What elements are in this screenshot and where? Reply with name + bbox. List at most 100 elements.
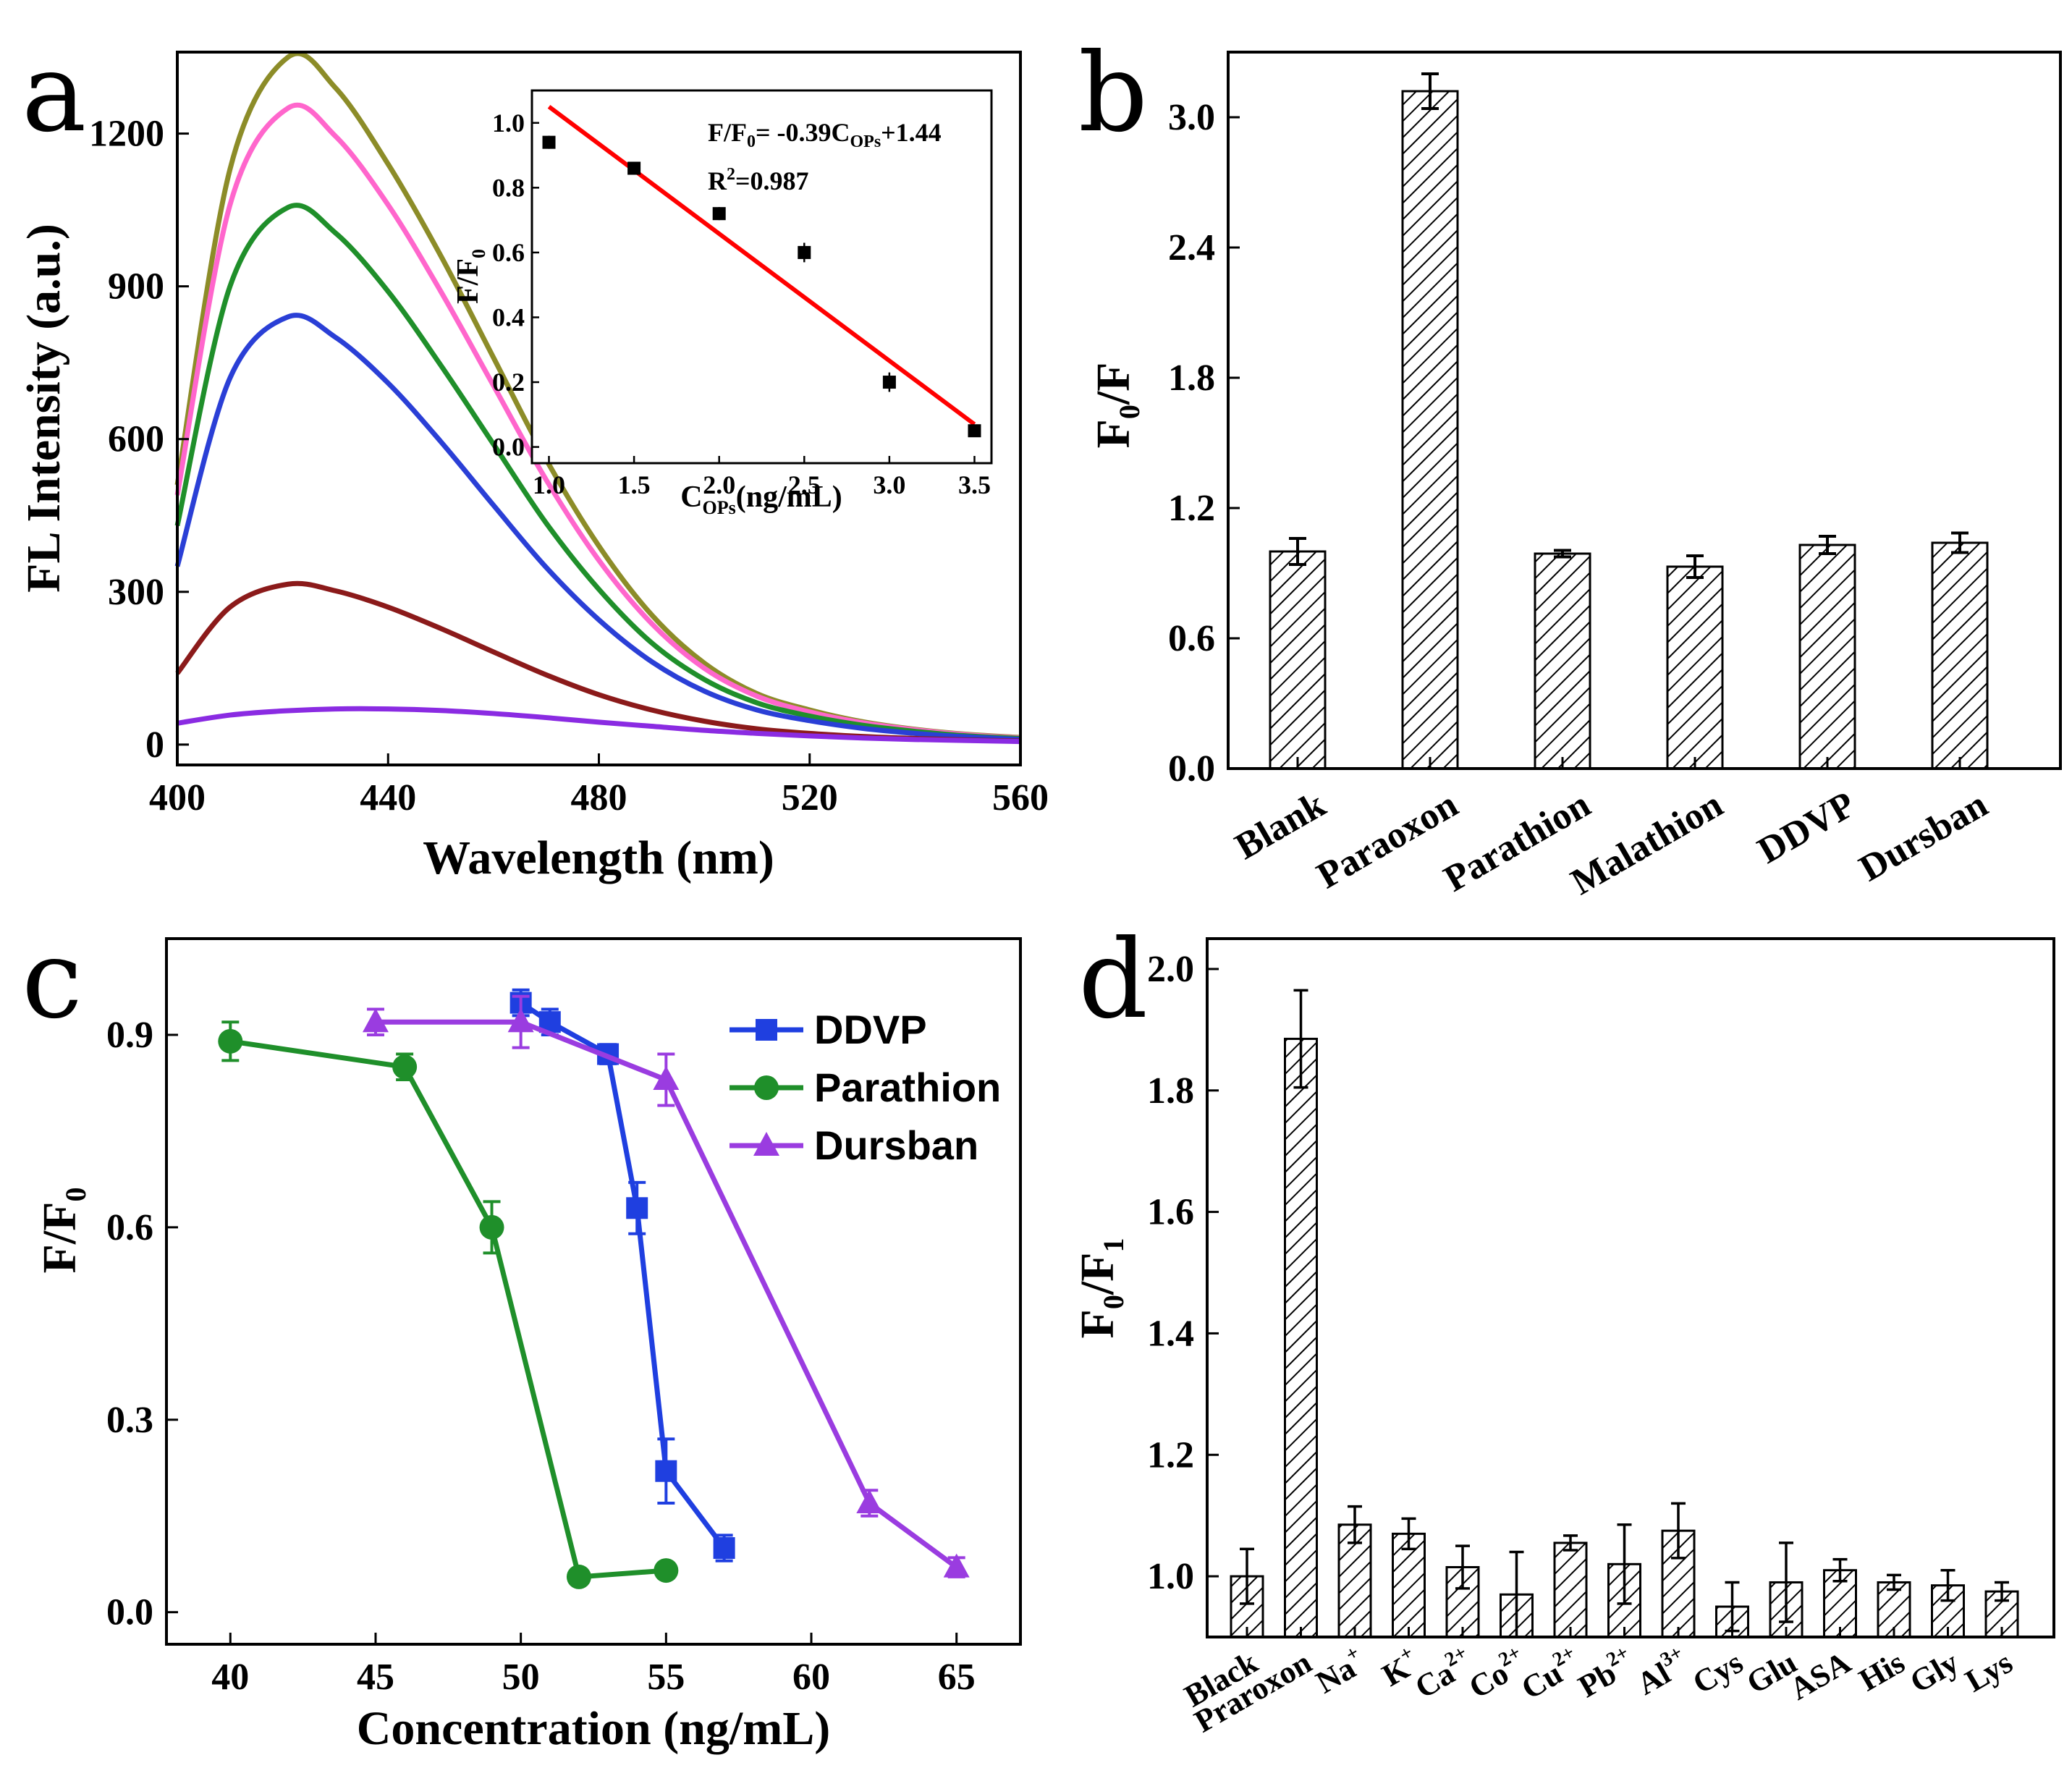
inset-chart: 1.0 1.5 2.0 2.5 3.0 3.5 0.0 0.2 0.4 0.6 0.8 1.0 F/F…: [452, 89, 993, 518]
panel-b-ylabel: F0/F: [1087, 363, 1146, 449]
d-category-label: Pb2+: [1570, 1641, 1641, 1704]
c-point-dursban: [943, 1553, 970, 1578]
c-point-dursban: [856, 1489, 883, 1513]
inset-equation-lhs: F/F: [708, 118, 747, 147]
a-series-maroon: [175, 580, 1021, 744]
panel-b-chart: 0.00.61.21.82.43.0BlankParaoxonParathion…: [1087, 51, 2062, 903]
inset-ytick-label: 0.8: [492, 173, 525, 202]
d-bars-group: [1230, 989, 2019, 1638]
inset-xtick-label: 3.5: [958, 470, 991, 499]
inset-point: [968, 424, 981, 438]
d-category-label: Gly: [1904, 1644, 1965, 1700]
inset-r2-sup: 2: [727, 165, 735, 184]
b-bar: [1534, 552, 1591, 770]
d-ytick-label: 1.8: [1147, 1070, 1194, 1112]
c-xtick-label: 60: [792, 1657, 830, 1698]
inset-ylabel-sub: 0: [468, 249, 489, 258]
inset-equation-lhs-sub: 0: [747, 132, 756, 151]
panel-c-ylabel-sub: 0: [59, 1188, 92, 1202]
b-ytick-label: 0.6: [1168, 618, 1215, 659]
panel-d-ylabel-main: F: [1071, 1309, 1124, 1338]
panel-b-ylabel-sub: 0: [1113, 405, 1146, 419]
c-point-parathion: [218, 1028, 243, 1054]
panel-a-ylabel: FL Intensity (a.u.): [17, 224, 70, 593]
b-category-label: Dursban: [1853, 784, 1995, 889]
b-ytick-label: 2.4: [1168, 227, 1215, 268]
c-point-ddvp: [655, 1460, 677, 1482]
panel-b-frame: [1227, 51, 2062, 770]
d-category-label: Na+: [1308, 1641, 1371, 1701]
d-ytick-label: 2.0: [1147, 949, 1194, 990]
b-category-label: Malathion: [1564, 784, 1730, 903]
inset-point: [712, 207, 726, 221]
a-ytick-label: 1200: [89, 114, 164, 155]
a-series-blue: [174, 313, 1021, 743]
panel-b-ylabel-main: F: [1087, 419, 1140, 448]
a-series-purple: [177, 706, 1021, 745]
c-ytick-label: 0.6: [106, 1207, 153, 1248]
c-xtick-label: 65: [938, 1657, 976, 1698]
a-axes: 400 440 480 520 560 0 300 600 900 1200: [89, 114, 1049, 819]
c-point-ddvp: [713, 1537, 735, 1560]
panel-c-frame: [165, 937, 1022, 1646]
panel-d-ylabel-sub0: 0: [1097, 1295, 1130, 1309]
inset-marks: 1.0 1.5 2.0 2.5 3.0 3.5 0.0 0.2 0.4 0.6 0.8 1.0: [492, 104, 991, 499]
panel-c-ylabel: F/F0: [33, 1188, 92, 1274]
panel-d-ylabel: F0/F1: [1071, 1238, 1130, 1339]
c-point-dursban: [362, 1008, 389, 1033]
inset-xtick-label: 1.0: [533, 470, 565, 499]
b-ytick-label: 3.0: [1168, 97, 1215, 138]
d-ytick-label: 1.2: [1147, 1434, 1194, 1476]
b-bar: [1931, 541, 1989, 770]
a-ytick-label: 900: [108, 266, 164, 308]
panel-c-chart: 40 45 50 55 60 65 0.0 0.3 0.6 0.9 DDVP Parathion Du…: [33, 937, 1022, 1755]
d-bar: [1553, 1541, 1588, 1638]
inset-r2-r: R: [708, 166, 727, 195]
c-legend: DDVP Parathion Dursban: [730, 1007, 1001, 1168]
inset-equation-slope: = -0.39C: [756, 118, 850, 147]
panel-a-xlabel: Wavelength (nm): [423, 832, 774, 884]
inset-xlabel: COPs(ng/mL): [680, 481, 842, 518]
panel-d-ylabel-mid: /F: [1071, 1253, 1124, 1296]
a-xtick-label: 400: [149, 777, 206, 819]
c-point-parathion: [654, 1558, 679, 1583]
d-ytick-label: 1.6: [1147, 1192, 1194, 1233]
b-ytick-label: 1.8: [1168, 358, 1215, 399]
d-ytick-label: 1.0: [1147, 1556, 1194, 1597]
d-category-label: Lys: [1959, 1644, 2018, 1699]
d-category-label: Cys: [1687, 1644, 1749, 1701]
d-category-text: ASA: [1784, 1644, 1857, 1707]
panel-a-chart: 400 440 480 520 560 0 300 600 900 1200 Wavelength…: [17, 51, 1049, 884]
b-bar: [1401, 90, 1459, 770]
d-category-text: Lys: [1959, 1644, 2018, 1699]
a-ytick-label: 300: [108, 572, 164, 613]
b-bar: [1798, 543, 1856, 770]
inset-fit-line: [547, 104, 976, 426]
inset-xlabel-main: C: [680, 481, 702, 514]
c-xtick-label: 55: [647, 1657, 685, 1698]
b-axes: 0.00.61.21.82.43.0BlankParaoxonParathion…: [1168, 97, 1995, 903]
inset-point: [542, 135, 556, 149]
d-category-text: His: [1853, 1644, 1911, 1698]
inset-equation: F/F0= -0.39COPs+1.44: [708, 118, 942, 151]
c-point-dursban: [653, 1066, 680, 1090]
c-point-parathion: [566, 1564, 591, 1589]
d-category-text: Gly: [1904, 1644, 1965, 1700]
panel-c-ylabel-main: F/F: [33, 1202, 86, 1274]
c-point-parathion: [479, 1214, 504, 1240]
d-category-label: ASA: [1784, 1644, 1857, 1707]
inset-ytick-label: 1.0: [492, 109, 525, 138]
inset-point: [627, 161, 641, 175]
c-legend-label: DDVP: [814, 1007, 927, 1052]
c-xtick-label: 50: [502, 1657, 540, 1698]
c-series-group: [218, 988, 970, 1589]
panel-b-letter: b: [1078, 30, 1148, 156]
b-category-label: Blank: [1228, 784, 1332, 868]
c-line-parathion: [229, 1039, 667, 1580]
inset-ytick-label: 0.6: [492, 238, 525, 267]
inset-r2: R2=0.987: [708, 165, 809, 195]
d-bar: [1392, 1532, 1426, 1638]
c-axes: 40 45 50 55 60 65 0.0 0.3 0.6 0.9: [106, 1015, 976, 1698]
c-ytick-label: 0.0: [106, 1592, 153, 1633]
